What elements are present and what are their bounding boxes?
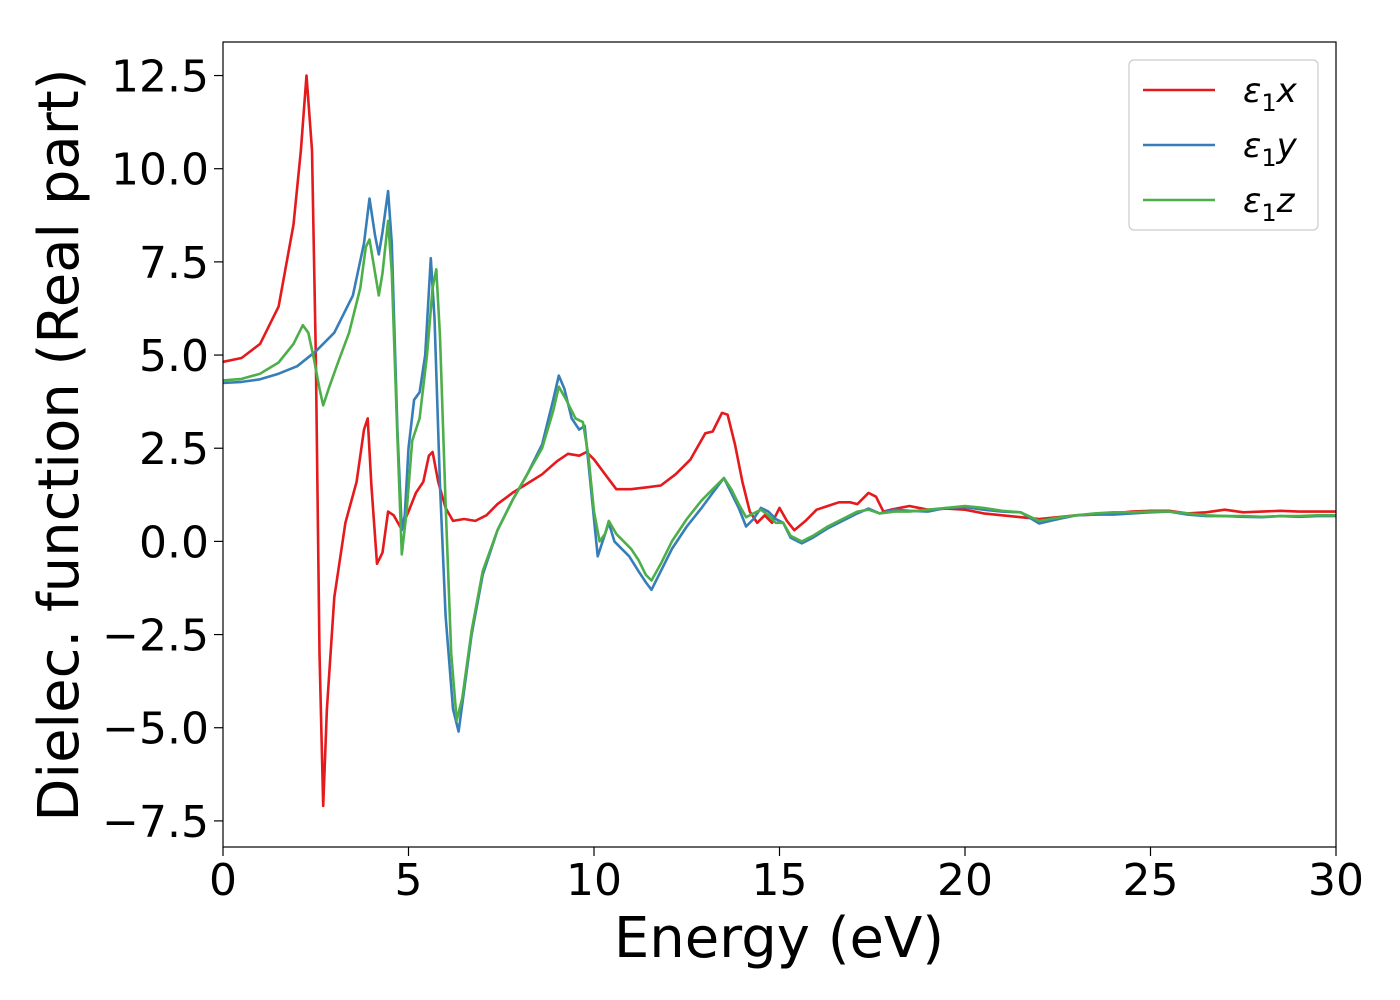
x-tick-label: 0: [209, 855, 237, 906]
y-tick-label: −7.5: [102, 797, 209, 848]
series-line-z: [223, 219, 1336, 722]
x-axis-title: Energy (eV): [614, 906, 944, 971]
x-tick-label: 25: [1123, 855, 1179, 906]
series-layer: [223, 74, 1336, 808]
y-tick-label: 12.5: [111, 52, 209, 103]
legend-label-x: ε1x: [1243, 71, 1298, 117]
x-tick-label: 20: [937, 855, 993, 906]
y-tick-label: 7.5: [139, 238, 209, 289]
series-line-x: [223, 74, 1336, 808]
x-axis: 0 5 10 15 20 25 30: [209, 847, 1364, 906]
x-tick-label: 5: [395, 855, 423, 906]
legend: ε1x ε1y ε1z: [1128, 59, 1319, 231]
y-tick-label: 5.0: [139, 331, 209, 382]
y-tick-label: −2.5: [102, 611, 209, 662]
legend-frame: [1128, 59, 1319, 231]
x-tick-label: 30: [1308, 855, 1364, 906]
y-tick-label: 10.0: [111, 145, 209, 196]
y-tick-label: 2.5: [139, 424, 209, 475]
y-tick-label: 0.0: [139, 517, 209, 568]
series-line-y: [223, 189, 1336, 733]
legend-label-z: ε1z: [1243, 181, 1296, 227]
y-axis: −7.5 −5.0 −2.5 0.0 2.5 5.0 7.5 10.0 12.5: [102, 52, 223, 848]
x-tick-label: 10: [566, 855, 622, 906]
y-tick-label: −5.0: [102, 704, 209, 755]
x-tick-label: 15: [752, 855, 808, 906]
y-axis-title: Dielec. function (Real part): [27, 68, 92, 821]
legend-label-y: ε1y: [1243, 126, 1298, 172]
